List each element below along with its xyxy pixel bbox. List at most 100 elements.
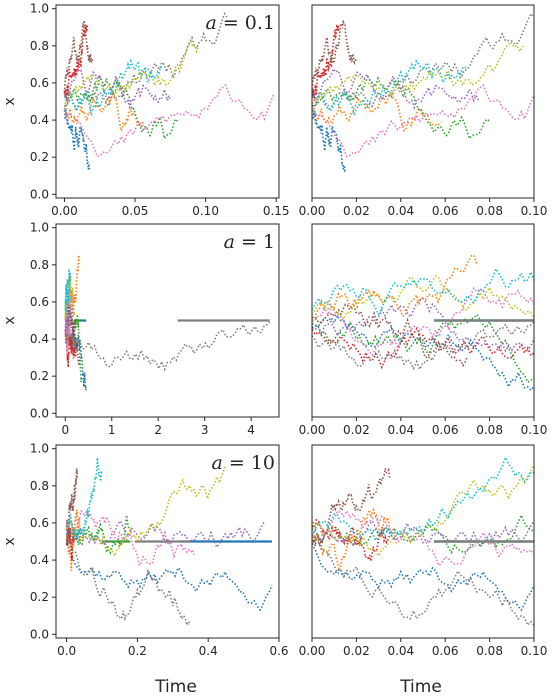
panel-row2-left: 0 1 2 3 4 0.0 0.2 0.4 0.6 0.8 1.0 x a = 1 — [2, 221, 280, 437]
series-path-7 — [312, 84, 534, 158]
xlabel-right: Time — [399, 677, 442, 697]
series-path-8 — [65, 533, 192, 628]
series-path-9 — [64, 40, 200, 105]
y-tick-label: 0.6 — [30, 295, 49, 309]
xlabel-left: Time — [154, 677, 197, 697]
series-path-3 — [312, 75, 491, 141]
x-tick-label: 0.05 — [122, 204, 149, 218]
y-tick-label: 0.2 — [30, 369, 49, 383]
x-tick-label: 0.10 — [521, 204, 548, 218]
axes-frame — [311, 444, 535, 639]
axes-frame — [311, 4, 535, 199]
series-path-10 — [312, 455, 534, 543]
panel-row1-right: 0.00 0.02 0.04 0.06 0.08 0.10 — [299, 4, 548, 218]
series-path-10 — [65, 457, 103, 541]
x-tick-label: 0.08 — [476, 423, 503, 437]
x-tick-label: 0.02 — [343, 423, 370, 437]
x-tick-label: 0.00 — [299, 204, 326, 218]
x-tick-label: 3 — [201, 423, 209, 437]
series-path-1 — [312, 109, 346, 173]
panel-row2-right: 0.00 0.02 0.04 0.06 0.08 0.10 — [299, 223, 548, 437]
x-tick-label: 0.02 — [343, 644, 370, 658]
series-path-1 — [63, 110, 91, 174]
y-tick-label: 0.2 — [30, 150, 49, 164]
series-path-7 — [64, 84, 275, 158]
annotation-variable: a — [205, 12, 222, 34]
x-tick-label: 0.06 — [432, 644, 459, 658]
series-path-3 — [312, 313, 534, 384]
series-path-2 — [65, 509, 82, 571]
series-path-9 — [65, 464, 227, 559]
annotation-variable: a — [211, 452, 228, 474]
series-group — [64, 254, 271, 391]
y-tick-label: 0.4 — [30, 332, 49, 346]
x-tick-label: 0.08 — [476, 644, 503, 658]
axes-frame — [55, 223, 280, 418]
series-path-7 — [312, 509, 534, 567]
panel-row3-left: 0.0 0.2 0.4 0.6 0.0 0.2 0.4 0.6 0.8 1.0 x a = 10 — [2, 442, 289, 658]
annotation-value: = 10 — [229, 452, 275, 474]
x-tick-label: 0.06 — [432, 423, 459, 437]
panel-annotation: a = 10 — [211, 452, 275, 474]
series-path-9 — [312, 40, 524, 105]
x-tick-label: 0.04 — [387, 423, 414, 437]
y-tick-label: 1.0 — [30, 2, 49, 16]
annotation-variable: a — [224, 231, 241, 253]
panel-row1-left: 0.00 0.05 0.10 0.15 0.0 0.2 0.4 0.6 0.8 1.0 x a = 0… — [2, 2, 290, 218]
y-tick-label: 0.4 — [30, 553, 49, 567]
series-path-6 — [65, 468, 78, 547]
series-path-1 — [64, 315, 87, 391]
x-tick-label: 0.00 — [51, 204, 78, 218]
series-path-6 — [312, 20, 358, 93]
series-path-10 — [64, 58, 164, 117]
series-path-4 — [312, 24, 340, 101]
series-path-10 — [312, 59, 468, 116]
x-tick-label: 2 — [154, 423, 162, 437]
y-tick-label: 0.0 — [30, 406, 49, 420]
x-tick-label: 0.08 — [476, 204, 503, 218]
x-tick-label: 0.10 — [521, 423, 548, 437]
series-path-4 — [63, 24, 88, 101]
y-tick-label: 0.6 — [30, 516, 49, 530]
annotation-value: = 1 — [241, 231, 275, 253]
x-tick-label: 4 — [247, 423, 255, 437]
series-path-1 — [312, 543, 534, 612]
y-axis-label: x — [2, 537, 18, 545]
series-path-9 — [64, 276, 76, 319]
x-tick-label: 0.04 — [387, 204, 414, 218]
series-path-5 — [312, 297, 534, 353]
panel-annotation: a = 1 — [224, 231, 275, 253]
y-tick-label: 1.0 — [30, 442, 49, 456]
panels: 0.00 0.05 0.10 0.15 0.0 0.2 0.4 0.6 0.8 1.0 x a = 0… — [2, 2, 547, 658]
series-group — [312, 455, 534, 627]
series-path-8 — [64, 321, 271, 372]
series-group — [312, 254, 534, 392]
series-path-10 — [312, 267, 534, 317]
series-path-7 — [312, 286, 534, 357]
x-tick-label: 1 — [108, 423, 116, 437]
axes-frame — [311, 223, 535, 418]
x-tick-label: 0.15 — [263, 204, 290, 218]
series-path-9 — [312, 275, 534, 321]
series-path-6 — [312, 467, 391, 547]
x-tick-label: 0.04 — [387, 644, 414, 658]
y-tick-label: 1.0 — [30, 221, 49, 235]
series-group — [312, 12, 534, 173]
x-tick-label: 0.00 — [299, 423, 326, 437]
series-path-1 — [312, 314, 534, 392]
series-path-5 — [312, 519, 534, 549]
series-path-10 — [64, 268, 71, 315]
x-tick-label: 0.10 — [192, 204, 219, 218]
series-path-5 — [63, 66, 172, 108]
series-path-6 — [63, 20, 94, 93]
panel-annotation: a = 0.1 — [205, 12, 275, 34]
x-tick-label: 0.06 — [432, 204, 459, 218]
axes-frame — [55, 444, 280, 639]
series-path-8 — [312, 321, 534, 372]
y-tick-label: 0.4 — [30, 113, 49, 127]
y-axis-label: x — [2, 316, 18, 324]
y-tick-label: 0.8 — [30, 39, 49, 53]
series-path-3 — [65, 515, 132, 555]
series-path-2 — [63, 91, 145, 133]
